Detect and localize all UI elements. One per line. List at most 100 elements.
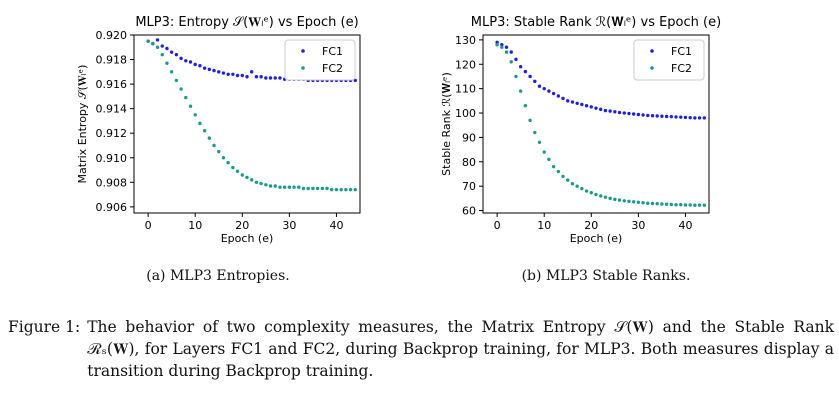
y-ticks: 0.906 0.908 0.910 0.912 0.914 0.916 0.918 0.920 bbox=[96, 29, 134, 214]
data-point-fc1 bbox=[254, 75, 259, 79]
data-point-fc1 bbox=[599, 107, 603, 112]
data-point-fc2 bbox=[608, 196, 612, 201]
y-tick-label: 130 bbox=[455, 34, 476, 47]
figure-caption: Figure 1: The behavior of two complexity… bbox=[8, 316, 834, 382]
legend: FC1 FC2 bbox=[284, 39, 356, 81]
data-point-fc2 bbox=[207, 136, 212, 140]
data-point-fc1 bbox=[660, 114, 664, 118]
data-point-fc2 bbox=[495, 43, 499, 47]
data-point-fc2 bbox=[240, 173, 244, 177]
x-axis-label: Epoch (e) bbox=[570, 232, 623, 245]
data-point-fc2 bbox=[570, 182, 575, 186]
data-point-fc1 bbox=[160, 44, 164, 48]
data-point-fc2 bbox=[245, 175, 249, 180]
data-point-fc1 bbox=[500, 43, 504, 47]
data-point-fc2 bbox=[160, 52, 164, 57]
x-axis-label: Epoch (e) bbox=[221, 232, 274, 245]
data-point-fc2 bbox=[589, 191, 593, 195]
data-point-fc1 bbox=[627, 111, 631, 116]
data-point-fc2 bbox=[311, 186, 315, 191]
chart-entropy: MLP3: Entropy 𝒮(𝐖ₗᵉ) vs Epoch (e) 0.9060… bbox=[76, 15, 361, 245]
data-point-fc2 bbox=[650, 201, 655, 206]
data-point-fc2 bbox=[212, 143, 216, 148]
x-tick-label: 0 bbox=[145, 219, 152, 232]
data-point-fc1 bbox=[547, 89, 551, 93]
data-point-fc2 bbox=[348, 187, 353, 192]
data-point-fc1 bbox=[617, 110, 622, 115]
data-point-fc1 bbox=[533, 79, 537, 84]
data-point-fc1 bbox=[631, 112, 636, 116]
data-point-fc2 bbox=[580, 186, 584, 191]
data-point-fc2 bbox=[641, 201, 645, 205]
data-point-fc1 bbox=[165, 46, 169, 51]
data-point-fc2 bbox=[518, 89, 523, 93]
data-point-fc2 bbox=[697, 203, 702, 207]
x-tick-label: 10 bbox=[188, 219, 202, 232]
x-tick-label: 40 bbox=[329, 219, 343, 232]
y-ticks: 60 70 80 90 100 110 120 130 bbox=[455, 34, 483, 218]
data-point-fc1 bbox=[504, 45, 509, 49]
data-point-fc1 bbox=[688, 115, 692, 120]
y-tick-label: 0.916 bbox=[96, 78, 128, 91]
data-point-fc2 bbox=[566, 178, 570, 182]
y-tick-label: 0.918 bbox=[96, 54, 128, 67]
x-ticks: 0 10 20 30 40 bbox=[494, 213, 692, 232]
legend: FC1 FC2 bbox=[633, 39, 705, 81]
y-tick-label: 0.912 bbox=[96, 127, 128, 140]
data-point-fc2 bbox=[646, 201, 650, 205]
data-point-fc1 bbox=[551, 91, 556, 96]
data-point-fc2 bbox=[617, 198, 622, 202]
y-tick-label: 90 bbox=[462, 131, 476, 144]
data-point-fc1 bbox=[697, 116, 702, 120]
data-point-fc1 bbox=[184, 59, 188, 63]
data-point-fc1 bbox=[174, 52, 179, 57]
data-point-fc2 bbox=[231, 165, 235, 170]
data-point-fc1 bbox=[575, 101, 579, 105]
data-point-fc2 bbox=[221, 156, 226, 160]
data-point-fc2 bbox=[613, 197, 617, 202]
legend-label-fc2: FC2 bbox=[671, 62, 692, 75]
data-point-fc1 bbox=[542, 86, 546, 91]
data-point-fc1 bbox=[509, 50, 513, 54]
subcaption-b: (b) MLP3 Stable Ranks. bbox=[522, 268, 691, 284]
data-point-fc2 bbox=[217, 149, 221, 154]
y-tick-label: 60 bbox=[462, 205, 476, 218]
data-point-fc2 bbox=[551, 164, 556, 169]
y-tick-label: 0.914 bbox=[96, 103, 128, 116]
data-point-fc2 bbox=[315, 186, 320, 191]
data-point-fc2 bbox=[174, 78, 179, 83]
data-point-fc2 bbox=[504, 50, 509, 54]
data-point-fc1 bbox=[646, 113, 650, 118]
data-point-fc1 bbox=[198, 63, 202, 68]
data-point-fc2 bbox=[599, 194, 603, 198]
data-point-fc2 bbox=[188, 104, 193, 108]
chart-title: MLP3: Stable Rank ℛ(𝐖ₗᵉ) vs Epoch (e) bbox=[471, 15, 721, 30]
data-point-fc2 bbox=[320, 186, 325, 191]
data-point-fc2 bbox=[655, 202, 659, 206]
data-point-fc1 bbox=[655, 114, 659, 118]
data-point-fc2 bbox=[301, 186, 306, 191]
data-point-fc2 bbox=[226, 160, 230, 165]
x-tick-label: 10 bbox=[537, 219, 551, 232]
data-point-fc2 bbox=[278, 185, 282, 189]
data-point-fc2 bbox=[509, 60, 513, 64]
data-point-fc1 bbox=[556, 94, 561, 98]
data-point-fc1 bbox=[636, 112, 641, 117]
legend-label-fc1: FC1 bbox=[671, 45, 692, 58]
chart-title: MLP3: Entropy 𝒮(𝐖ₗᵉ) vs Epoch (e) bbox=[135, 15, 358, 30]
data-point-fc2 bbox=[594, 192, 598, 197]
figure-caption-text: The behavior of two complexity measures,… bbox=[87, 318, 834, 380]
data-point-fc2 bbox=[547, 157, 551, 162]
y-tick-label: 70 bbox=[462, 180, 476, 193]
data-point-fc1 bbox=[264, 76, 268, 80]
figure-label: Figure 1: bbox=[8, 318, 81, 336]
data-point-fc2 bbox=[636, 200, 641, 204]
data-point-fc1 bbox=[537, 84, 542, 88]
y-tick-label: 0.910 bbox=[96, 152, 128, 165]
data-point-fc1 bbox=[669, 114, 674, 119]
data-point-fc1 bbox=[589, 105, 593, 109]
data-point-fc2 bbox=[500, 45, 504, 49]
plot-frame bbox=[133, 34, 361, 214]
data-point-fc1 bbox=[245, 75, 249, 79]
data-point-fc2 bbox=[353, 187, 357, 192]
